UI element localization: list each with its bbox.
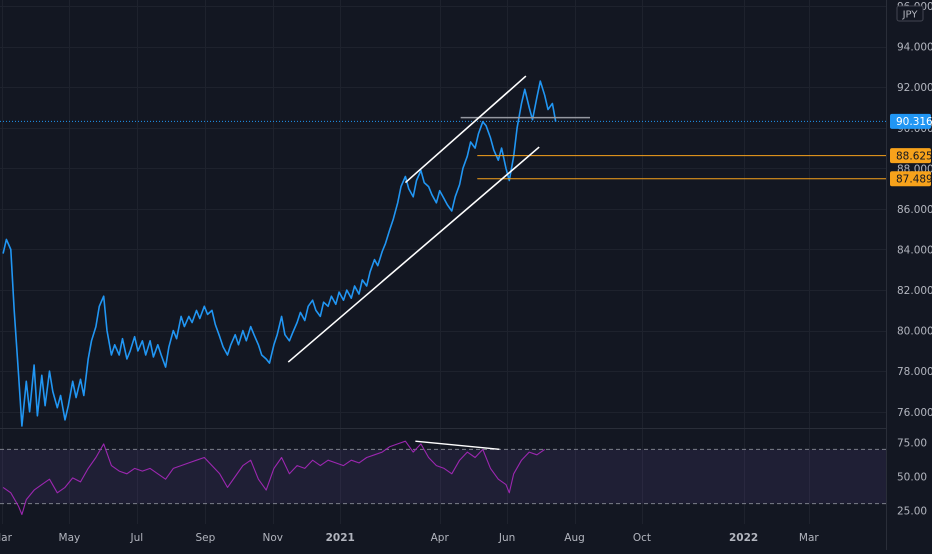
price-tick-label-1: 78.000 bbox=[897, 366, 932, 378]
time-tick-label-4: Nov bbox=[263, 532, 284, 544]
time-tick-label-10: 2022 bbox=[729, 532, 758, 544]
time-tick-label-6: Apr bbox=[431, 532, 450, 544]
time-tick-label-7: Jun bbox=[498, 532, 515, 544]
level-badge-0-bg bbox=[890, 148, 931, 164]
time-axis[interactable]: Mar May Jul Sep Nov 2021 Apr Jun Aug Oct 2022 Mar bbox=[0, 532, 819, 544]
drawings-layer bbox=[287, 75, 886, 451]
time-tick-label-9: Oct bbox=[633, 532, 651, 544]
time-tick-label-2: Jul bbox=[130, 532, 144, 544]
time-tick-label-1: May bbox=[59, 532, 81, 544]
rsi-band-lines bbox=[0, 448, 886, 505]
rsi-band bbox=[0, 449, 886, 504]
series-layer bbox=[0, 80, 886, 516]
rsi-tick-label-1: 50.00 bbox=[897, 472, 927, 484]
price-tick-label-8: 92.000 bbox=[897, 82, 932, 94]
currency-label: JPY bbox=[902, 10, 919, 21]
time-tick-label-8: Aug bbox=[564, 532, 585, 544]
channel-upper-line bbox=[404, 75, 527, 184]
currency-badge[interactable] bbox=[896, 5, 924, 22]
time-tick-label-3: Sep bbox=[195, 532, 215, 544]
price-tick-label-5: 86.000 bbox=[897, 204, 932, 216]
price-tick-label-2: 80.000 bbox=[897, 326, 932, 338]
rsi-series-line bbox=[2, 440, 546, 516]
level-badge-1-bg bbox=[890, 171, 931, 187]
price-tick-label-4: 84.000 bbox=[897, 244, 932, 256]
time-tick-label-0: Mar bbox=[0, 532, 13, 544]
level-badge-1-label: 87.489 bbox=[896, 174, 932, 186]
price-series-line bbox=[2, 80, 557, 427]
time-tick-label-11: Mar bbox=[799, 532, 819, 544]
price-tick-label-0: 76.000 bbox=[897, 407, 932, 419]
channel-lower-line bbox=[287, 146, 540, 363]
level-badge-0-label: 88.625 bbox=[896, 150, 932, 162]
price-tick-label-9: 94.000 bbox=[897, 42, 932, 54]
rsi-tick-label-2: 75.00 bbox=[897, 438, 927, 450]
rsi-axis[interactable]: 25.00 50.00 75.00 bbox=[897, 438, 927, 518]
badges-layer: 90.316 88.625 87.489 bbox=[890, 113, 932, 187]
rsi-divergence-line bbox=[415, 440, 500, 451]
last-price-badge-label: 90.316 bbox=[896, 116, 932, 128]
rsi-tick-label-0: 25.00 bbox=[897, 505, 927, 517]
price-tick-label-3: 82.000 bbox=[897, 285, 932, 297]
grid bbox=[0, 0, 886, 524]
time-tick-label-5: 2021 bbox=[326, 532, 355, 544]
last-price-badge-bg bbox=[890, 113, 931, 129]
